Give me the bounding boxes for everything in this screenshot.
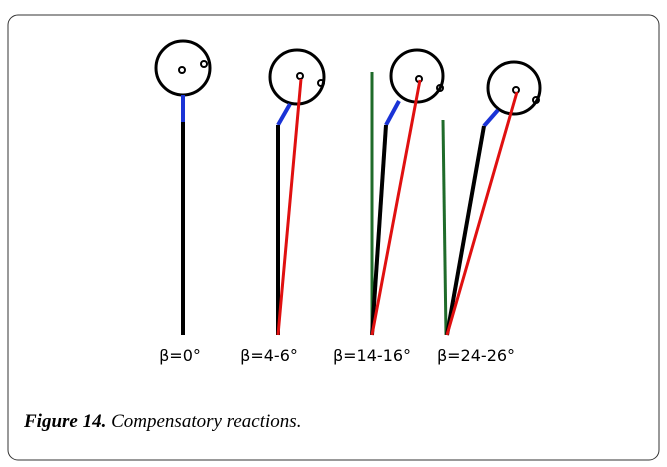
body bbox=[445, 125, 486, 336]
angle-label: β=4-6° bbox=[240, 346, 298, 365]
caption-text: Compensatory reactions. bbox=[111, 411, 301, 432]
eye bbox=[178, 66, 186, 74]
angle-label: β=0° bbox=[159, 346, 201, 365]
frame bbox=[7, 14, 660, 461]
ear bbox=[532, 96, 540, 104]
neck bbox=[482, 108, 500, 128]
axis-line bbox=[276, 78, 303, 336]
caption: Figure 14. Compensatory reactions. bbox=[23, 411, 301, 432]
axis-line bbox=[445, 91, 519, 336]
neck bbox=[276, 103, 292, 126]
ear bbox=[436, 84, 444, 92]
ear bbox=[317, 79, 325, 87]
vertical-reference bbox=[441, 119, 448, 336]
body bbox=[370, 124, 388, 336]
neck bbox=[384, 100, 401, 126]
angle-label: β=24-26° bbox=[437, 346, 515, 365]
posture-3 bbox=[370, 48, 445, 336]
posture-1 bbox=[154, 39, 212, 335]
ear bbox=[200, 60, 208, 68]
head bbox=[486, 60, 542, 116]
angle-label: β=14-16° bbox=[333, 346, 411, 365]
posture-4 bbox=[441, 60, 542, 336]
caption-number: Figure 14. bbox=[23, 411, 106, 432]
head bbox=[268, 48, 326, 106]
axis-line bbox=[370, 79, 422, 336]
posture-2 bbox=[268, 48, 326, 336]
